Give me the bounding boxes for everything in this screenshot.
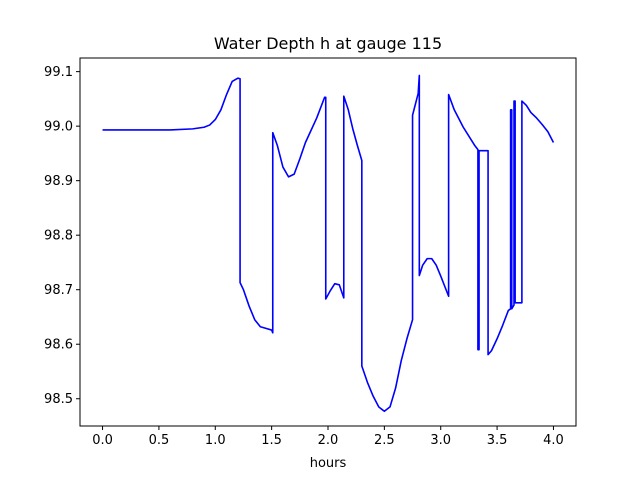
x-tick-label: 0.5 [149,433,170,448]
series-layer [102,74,555,413]
x-tick-label: 0.0 [92,433,113,448]
x-axis-title: hours [310,456,347,471]
plot-area [80,58,576,426]
plot-background [80,58,576,426]
x-tick-label: 3.0 [430,433,451,448]
x-tick-label: 1.0 [205,433,226,448]
y-tick-label: 98.8 [44,229,73,244]
x-tick-label: 2.0 [318,433,339,448]
x-tick-label: 3.5 [487,433,508,448]
y-tick-label: 98.9 [44,174,73,189]
y-tick-label: 99.0 [44,120,73,135]
y-axis-ticks: 98.5 98.6 98.7 98.8 98.9 99.0 99.1 [44,65,80,407]
x-tick-label: 1.5 [261,433,282,448]
y-tick-label: 99.1 [44,65,73,80]
chart-title: Water Depth h at gauge 115 [214,34,442,53]
series-line [102,74,555,413]
y-tick-label: 98.7 [44,283,73,298]
x-tick-label: 4.0 [543,433,564,448]
y-tick-label: 98.5 [44,392,73,407]
y-tick-label: 98.6 [44,338,73,353]
x-tick-label: 2.5 [374,433,395,448]
x-axis-ticks: 0.0 0.5 1.0 1.5 2.0 2.5 3.0 3.5 4.0 [92,426,564,448]
